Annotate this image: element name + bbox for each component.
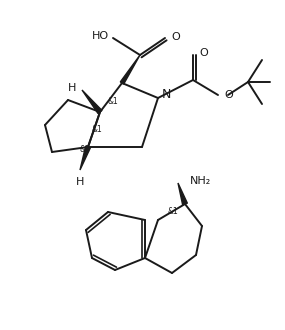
Text: N: N bbox=[162, 87, 171, 101]
Text: O: O bbox=[199, 48, 208, 58]
Polygon shape bbox=[80, 146, 90, 170]
Polygon shape bbox=[120, 55, 140, 84]
Text: &1: &1 bbox=[108, 97, 119, 107]
Polygon shape bbox=[178, 183, 187, 205]
Text: H: H bbox=[68, 83, 76, 93]
Text: &1: &1 bbox=[80, 146, 91, 154]
Text: &1: &1 bbox=[92, 125, 103, 135]
Text: NH₂: NH₂ bbox=[190, 176, 211, 186]
Text: O: O bbox=[171, 32, 180, 42]
Text: O: O bbox=[224, 90, 233, 100]
Text: H: H bbox=[76, 177, 84, 187]
Text: &1: &1 bbox=[168, 208, 179, 216]
Text: HO: HO bbox=[92, 31, 109, 41]
Polygon shape bbox=[82, 90, 102, 114]
